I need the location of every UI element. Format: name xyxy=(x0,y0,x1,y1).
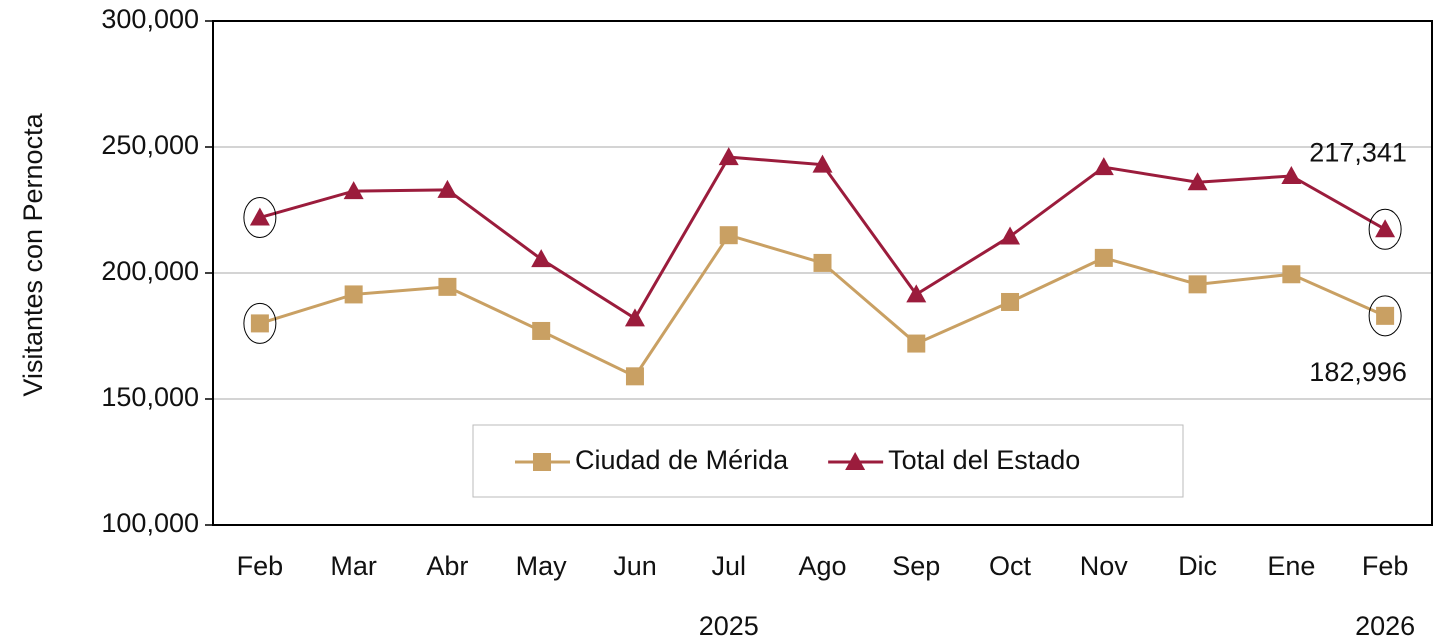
marker xyxy=(250,314,269,333)
marker xyxy=(719,226,738,245)
plot-frame xyxy=(212,20,1433,526)
year-label: 2025 xyxy=(699,611,759,641)
x-tick-label: Sep xyxy=(892,551,940,581)
y-tick-label: 100,000 xyxy=(101,508,199,538)
marker xyxy=(812,154,833,173)
data-label: 182,996 xyxy=(1309,357,1407,387)
marker xyxy=(813,253,832,272)
marker xyxy=(1376,306,1395,325)
x-tick-label: Ene xyxy=(1267,551,1315,581)
marker xyxy=(437,179,458,198)
marker xyxy=(1000,226,1021,245)
data-label: 217,341 xyxy=(1309,137,1407,167)
y-tick-label: 150,000 xyxy=(101,382,199,412)
marker xyxy=(624,308,645,327)
x-tick-label: Abr xyxy=(426,551,468,581)
y-tick-label: 250,000 xyxy=(101,130,199,160)
marker xyxy=(907,334,926,353)
legend-label: Total del Estado xyxy=(888,445,1080,475)
marker xyxy=(438,277,457,296)
x-tick-label: Ago xyxy=(798,551,846,581)
marker xyxy=(1282,265,1301,284)
marker xyxy=(1188,275,1207,294)
x-tick-label: Jul xyxy=(711,551,746,581)
marker xyxy=(1093,157,1114,176)
marker xyxy=(533,453,551,471)
y-tick-label: 200,000 xyxy=(101,256,199,286)
marker xyxy=(845,452,866,470)
y-axis-label: Visitantes con Pernocta xyxy=(18,112,48,396)
x-tick-label: Oct xyxy=(989,551,1032,581)
marker xyxy=(249,207,270,226)
marker xyxy=(344,285,363,304)
highlight-circle xyxy=(243,197,277,239)
x-tick-label: Feb xyxy=(1362,551,1409,581)
marker xyxy=(532,321,551,340)
marker xyxy=(1281,165,1302,184)
marker xyxy=(1375,219,1396,238)
marker xyxy=(1187,172,1208,191)
legend-label: Ciudad de Mérida xyxy=(575,445,789,475)
highlight-circle xyxy=(1368,295,1402,337)
highlight-circle xyxy=(243,302,277,344)
x-tick-label: Mar xyxy=(330,551,377,581)
x-tick-label: Dic xyxy=(1178,551,1217,581)
marker xyxy=(343,181,364,200)
x-tick-label: May xyxy=(516,551,568,581)
x-tick-label: Feb xyxy=(237,551,284,581)
marker xyxy=(625,367,644,386)
marker xyxy=(906,284,927,303)
legend-box xyxy=(472,424,1184,498)
highlight-circle xyxy=(1368,208,1402,250)
series-line xyxy=(259,155,1386,321)
year-label: 2026 xyxy=(1355,611,1415,641)
x-tick-label: Jun xyxy=(613,551,657,581)
x-tick-label: Nov xyxy=(1080,551,1129,581)
legend: Ciudad de Mérida Total del Estado xyxy=(472,424,1184,498)
y-tick-label: 300,000 xyxy=(101,4,199,34)
marker xyxy=(1001,292,1020,311)
marker xyxy=(1094,248,1113,267)
marker xyxy=(718,147,739,166)
marker xyxy=(531,249,552,268)
